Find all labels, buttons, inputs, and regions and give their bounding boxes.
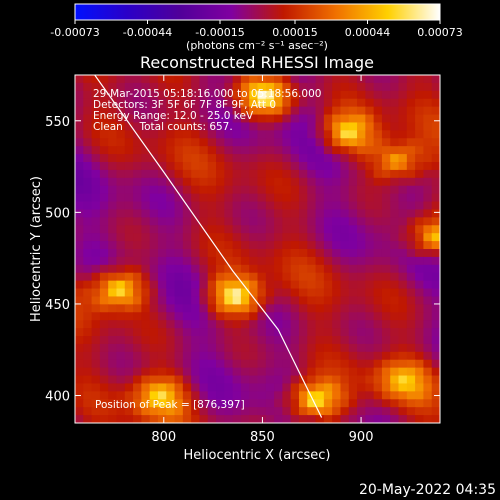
y-tick-label: 450 bbox=[45, 298, 70, 313]
plot-frame bbox=[74, 74, 441, 424]
x-tick-label: 850 bbox=[250, 430, 275, 445]
x-tick-label: 900 bbox=[349, 430, 374, 445]
y-tick-label: 400 bbox=[45, 390, 70, 405]
colorbar-tick-label: 0.00015 bbox=[272, 26, 318, 39]
colorbar-tick-label: 0.00044 bbox=[345, 26, 391, 39]
footer-date: 20-May-2022 04:35 bbox=[359, 482, 496, 498]
colorbar-unit-label: (photons cm⁻² s⁻¹ asec⁻²) bbox=[186, 39, 328, 52]
y-axis-label: Heliocentric Y (arcsec) bbox=[29, 176, 44, 322]
info-line-time: 29-Mar-2015 05:18:16.000 to 05:18:56.000 bbox=[93, 88, 321, 100]
info-line-energy: Energy Range: 12.0 - 25.0 keV bbox=[93, 110, 254, 122]
info-block: 29-Mar-2015 05:18:16.000 to 05:18:56.000… bbox=[93, 88, 321, 133]
colorbar-ticks: -0.00073 -0.00044 -0.00015 0.00015 0.00044 0.… bbox=[50, 20, 463, 39]
colorbar-tick-label: -0.00015 bbox=[195, 26, 244, 39]
colorbar-tick-label: -0.00073 bbox=[50, 26, 99, 39]
colorbar-tick-label: -0.00044 bbox=[123, 26, 172, 39]
info-line-detectors: Detectors: 3F 5F 6F 7F 8F 9F, Att 0 bbox=[93, 99, 276, 111]
colorbar-tick-label: 0.00073 bbox=[417, 26, 463, 39]
peak-position-label: Position of Peak = [876,397] bbox=[95, 399, 245, 411]
heatmap-image bbox=[75, 75, 440, 423]
x-tick-label: 800 bbox=[151, 430, 176, 445]
y-tick-label: 500 bbox=[45, 206, 70, 221]
y-axis-ticks: 400 450 500 550 bbox=[45, 115, 440, 405]
solar-limb-curve bbox=[94, 75, 323, 418]
y-tick-label: 550 bbox=[45, 115, 70, 130]
x-axis-label: Heliocentric X (arcsec) bbox=[184, 448, 331, 463]
info-line-clean: Clean Total counts: 657. bbox=[93, 121, 233, 133]
colorbar bbox=[74, 3, 441, 21]
x-axis-ticks: 800 850 900 bbox=[151, 75, 373, 445]
chart-title: Reconstructed RHESSI Image bbox=[140, 53, 374, 72]
